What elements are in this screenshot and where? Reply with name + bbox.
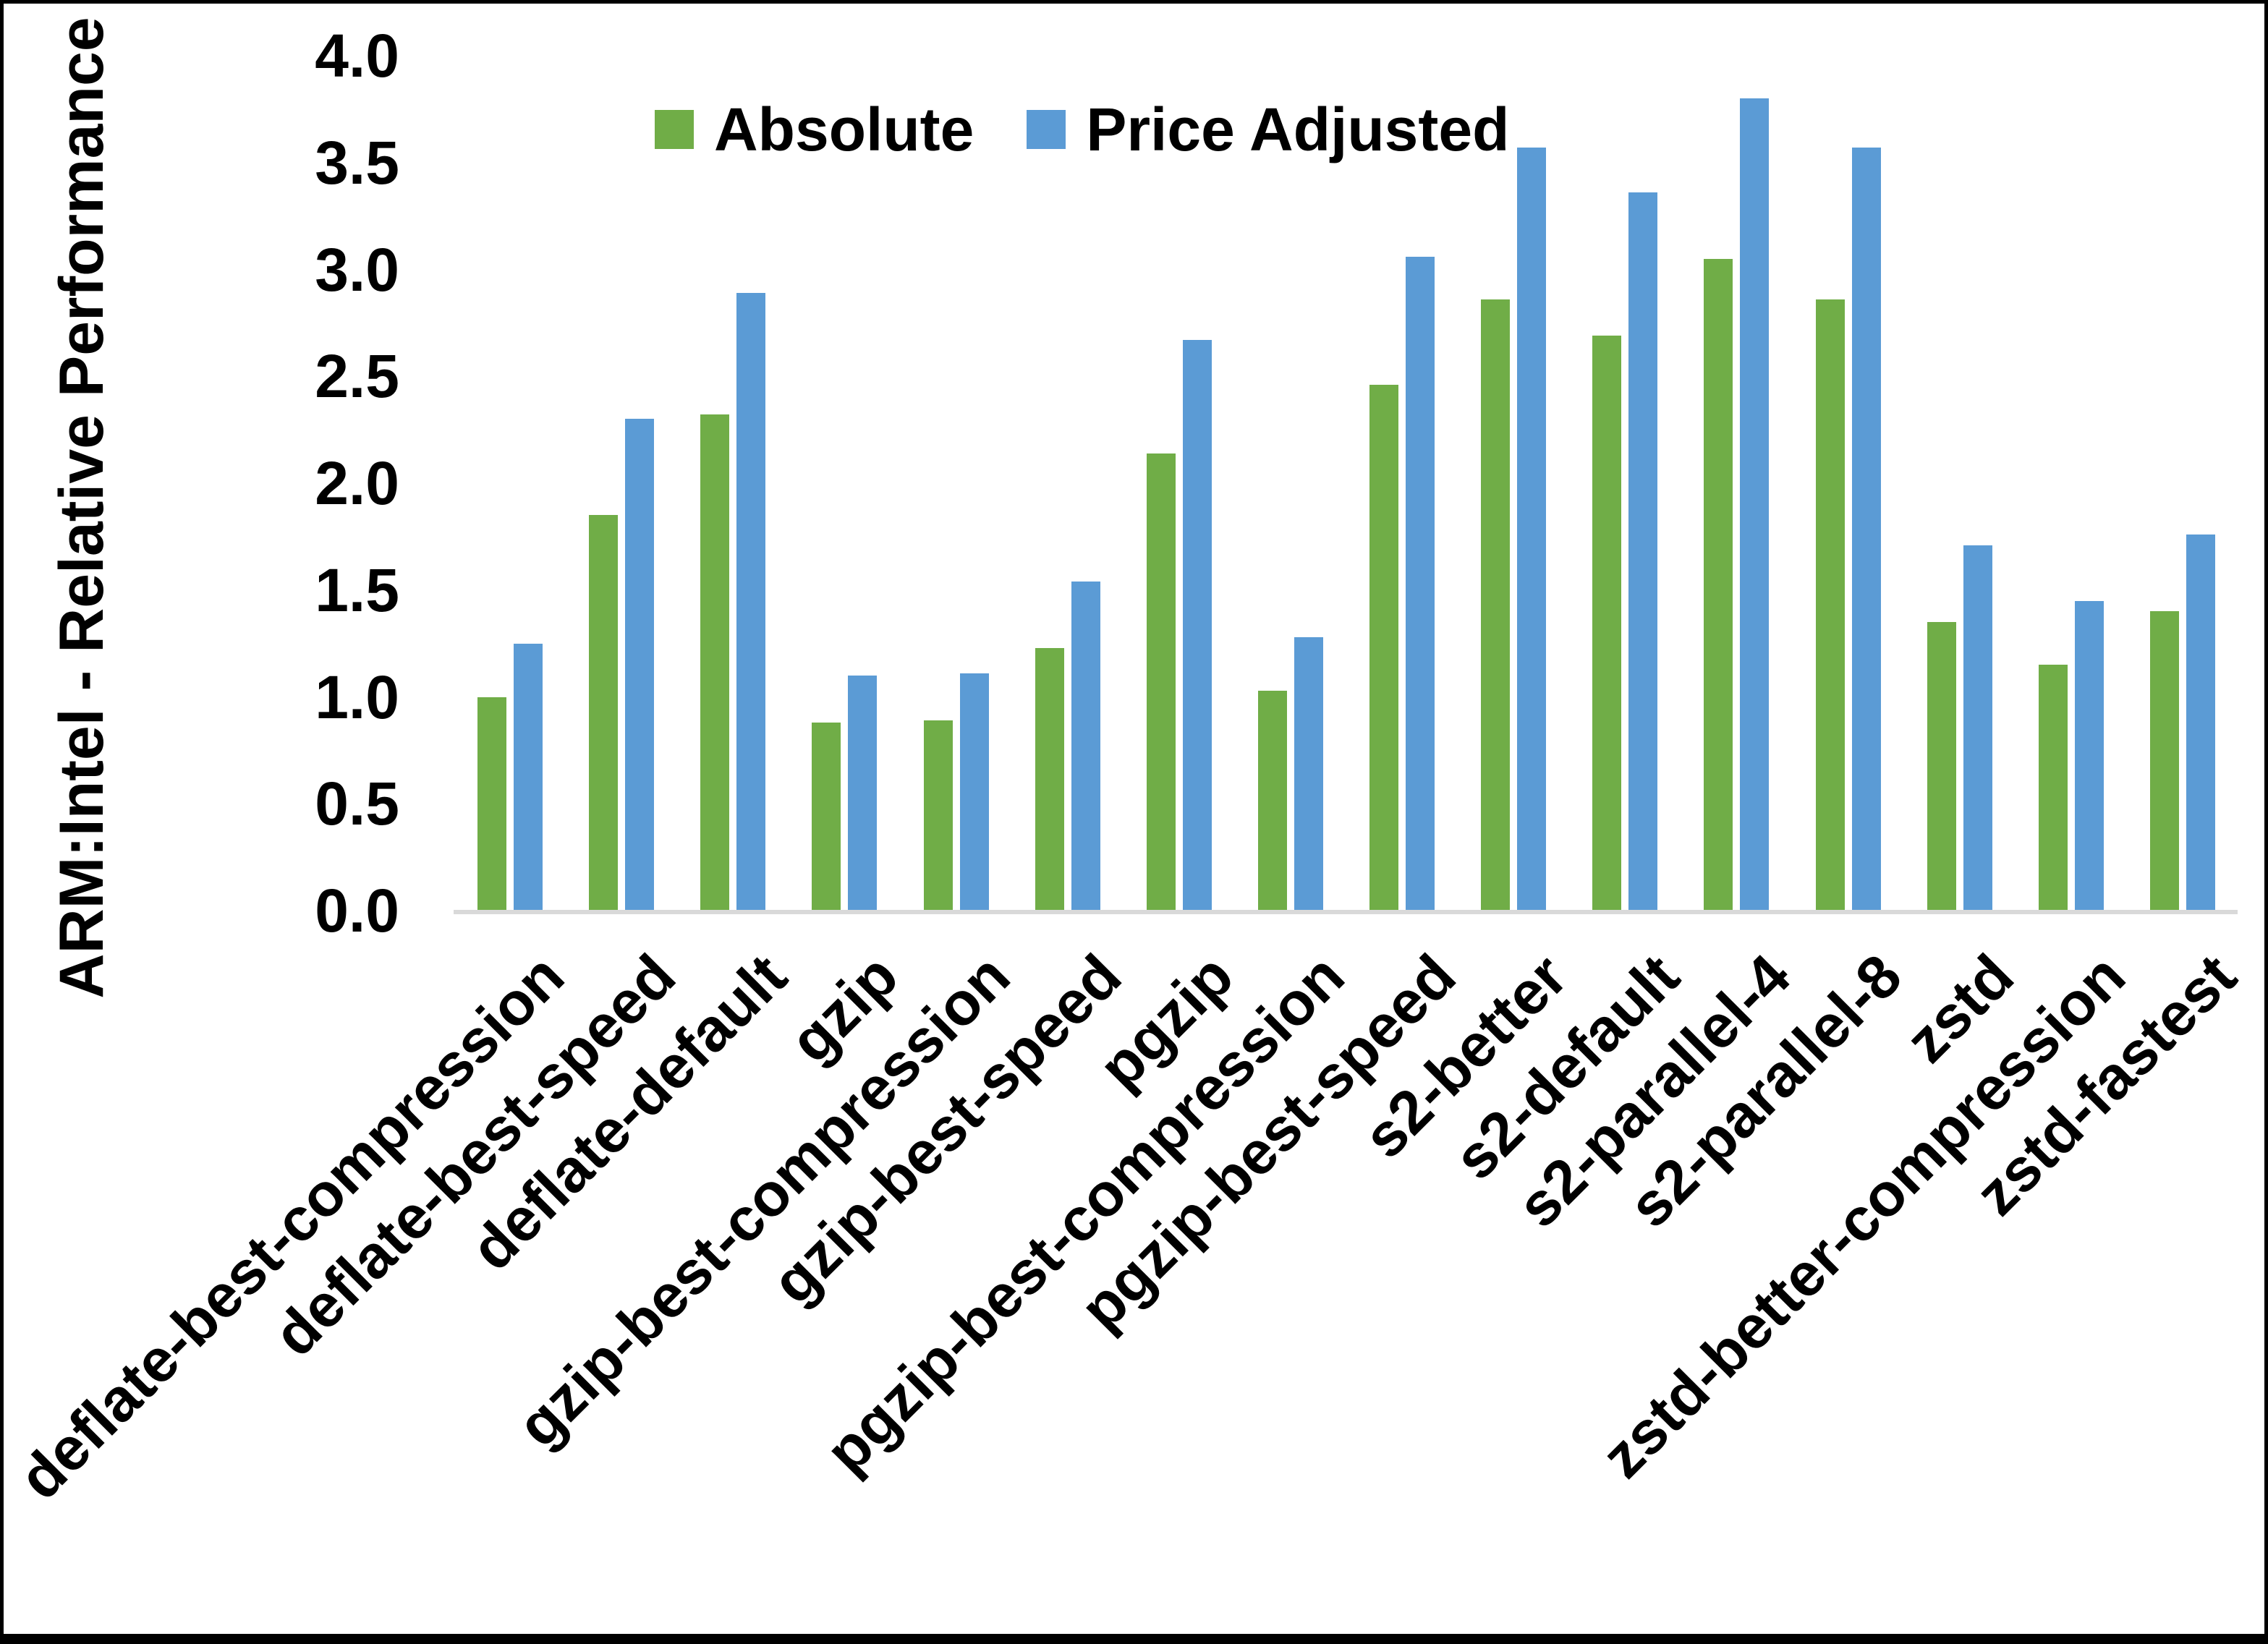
y-tick-label: 0.5 <box>315 770 399 838</box>
y-tick-label: 3.5 <box>315 128 399 197</box>
legend-swatch-absolute <box>655 110 694 149</box>
x-axis-line <box>454 910 2238 914</box>
bar-absolute-zstd-better-compression <box>2038 665 2068 911</box>
bar-absolute-s2-parallel-4 <box>1704 258 1733 911</box>
bar-price-adjusted-pgzip-best-speed <box>1406 256 1435 911</box>
bar-price-adjusted-deflate-best-compression <box>514 643 543 911</box>
bar-absolute-gzip-best-speed <box>1035 647 1064 911</box>
bar-price-adjusted-s2-parallel-8 <box>1851 148 1881 911</box>
legend-label-price-adjusted: Price Adjusted <box>1086 95 1510 163</box>
y-tick-label: 1.0 <box>315 663 399 731</box>
bar-price-adjusted-pgzip-best-compression <box>1294 636 1323 911</box>
y-tick-label: 3.0 <box>315 235 399 304</box>
bar-price-adjusted-zstd <box>1963 545 1992 911</box>
bar-price-adjusted-gzip-best-compression <box>959 673 989 911</box>
bar-price-adjusted-zstd-fastest <box>2186 534 2215 911</box>
y-axis-title: ARM:Intel - Relative Performance <box>47 17 116 999</box>
bar-price-adjusted-s2-default <box>1628 192 1658 911</box>
bar-absolute-deflate-best-speed <box>589 515 619 911</box>
bar-absolute-s2-parallel-8 <box>1815 299 1845 911</box>
bar-price-adjusted-deflate-best-speed <box>625 419 655 911</box>
bar-price-adjusted-s2-better <box>1517 148 1547 911</box>
bar-price-adjusted-pgzip <box>1182 340 1212 911</box>
legend-item-price-adjusted: Price Adjusted <box>1027 99 1509 160</box>
bar-price-adjusted-deflate-default <box>736 293 766 911</box>
bar-absolute-s2-default <box>1592 336 1622 911</box>
bar-absolute-gzip <box>812 722 841 911</box>
legend-item-absolute: Absolute <box>655 99 974 160</box>
bar-absolute-deflate-best-compression <box>477 697 507 911</box>
legend-label-absolute: Absolute <box>714 95 974 163</box>
legend-swatch-price-adjusted <box>1027 110 1066 149</box>
legend: Absolute Price Adjusted <box>655 99 1509 160</box>
bar-absolute-s2-better <box>1481 299 1511 911</box>
bar-absolute-pgzip <box>1146 453 1176 911</box>
y-tick-label: 4.0 <box>315 22 399 90</box>
bar-absolute-deflate-default <box>700 414 730 911</box>
bar-price-adjusted-s2-parallel-4 <box>1740 98 1770 911</box>
y-tick-label: 1.5 <box>315 555 399 624</box>
bar-price-adjusted-gzip-best-speed <box>1071 581 1100 911</box>
bar-price-adjusted-gzip <box>848 675 878 911</box>
bar-absolute-pgzip-best-compression <box>1257 690 1287 911</box>
bar-absolute-zstd-fastest <box>2149 611 2179 911</box>
bar-price-adjusted-zstd-better-compression <box>2074 600 2104 911</box>
y-tick-label: 2.0 <box>315 449 399 517</box>
bar-absolute-gzip-best-compression <box>923 720 953 911</box>
bar-absolute-pgzip-best-speed <box>1369 385 1399 911</box>
bar-absolute-zstd <box>1927 622 1956 911</box>
y-tick-label: 0.0 <box>315 877 399 945</box>
y-tick-label: 2.5 <box>315 342 399 411</box>
